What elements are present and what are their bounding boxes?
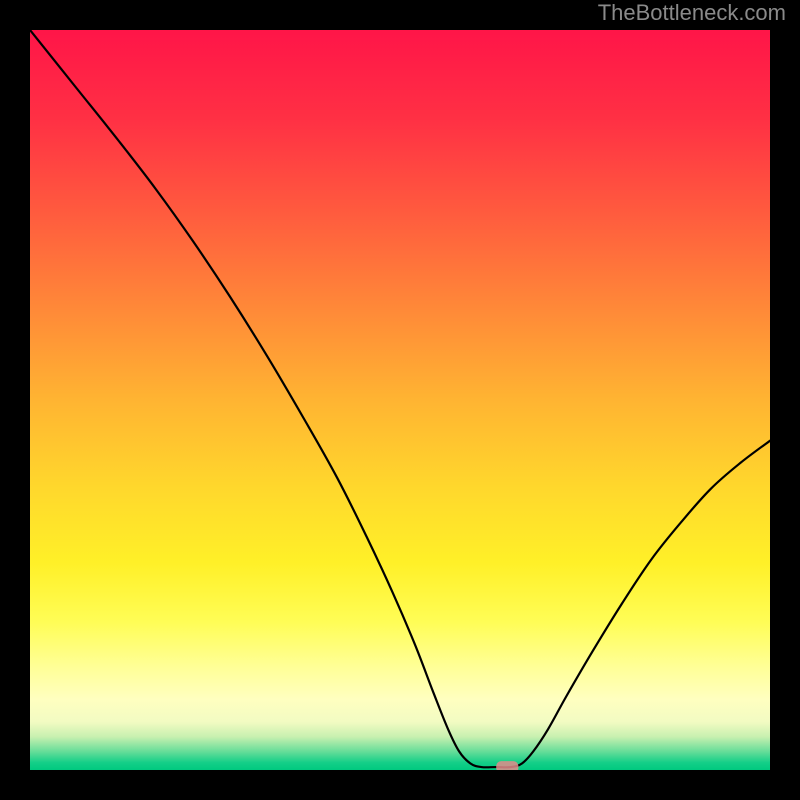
attribution-label: TheBottleneck.com (598, 0, 786, 26)
chart-svg (30, 30, 770, 770)
gradient-background (30, 30, 770, 770)
optimal-marker (496, 761, 518, 770)
plot-area (30, 30, 770, 770)
